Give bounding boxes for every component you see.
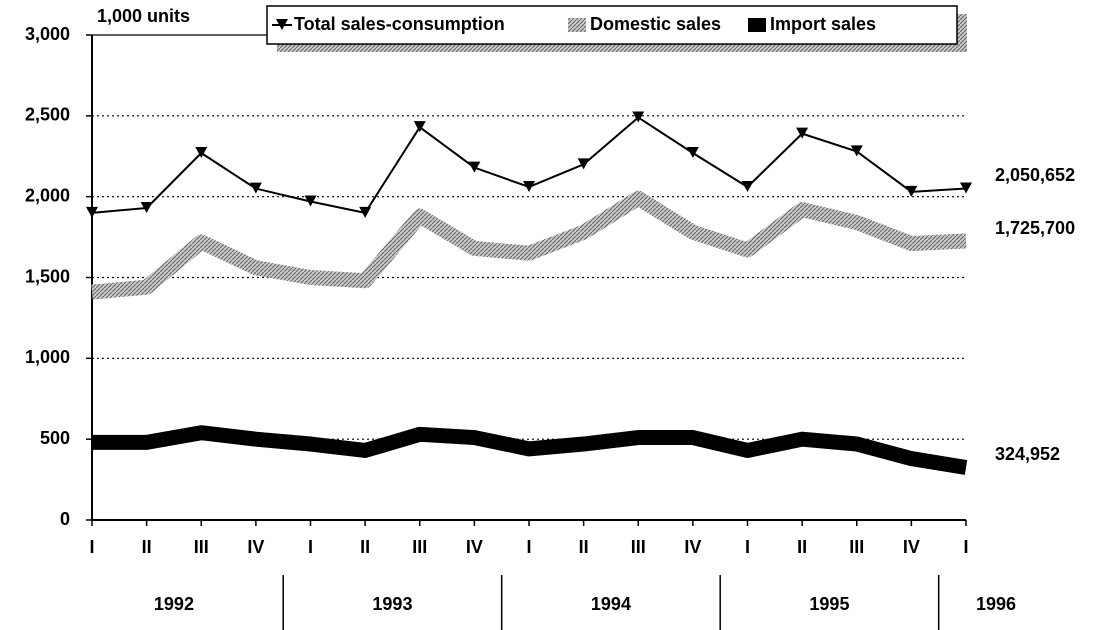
x-tick-label: I [526, 537, 531, 557]
marker [686, 147, 699, 159]
x-tick-label: I [963, 537, 968, 557]
year-label: 1993 [372, 594, 412, 614]
x-tick-label: III [849, 537, 864, 557]
legend-swatch [748, 18, 766, 32]
marker [796, 127, 809, 139]
x-tick-label: II [142, 537, 152, 557]
x-tick-label: III [194, 537, 209, 557]
y-tick-label: 500 [40, 428, 70, 448]
x-tick-label: IV [903, 537, 920, 557]
end-label: 324,952 [995, 444, 1060, 464]
x-tick-label: II [797, 537, 807, 557]
legend-label: Domestic sales [590, 14, 721, 34]
marker [413, 121, 426, 133]
marker [86, 206, 98, 218]
x-tick-label: III [412, 537, 427, 557]
series-line [92, 425, 968, 475]
y-tick-label: 1,500 [25, 266, 70, 286]
marker [304, 195, 317, 207]
marker [577, 158, 590, 170]
x-tick-label: IV [466, 537, 483, 557]
legend-swatch [568, 18, 586, 32]
marker [140, 201, 153, 213]
marker [249, 182, 262, 194]
y-tick-label: 2,500 [25, 105, 70, 125]
marker [195, 147, 208, 159]
x-tick-label: I [308, 537, 313, 557]
year-label: 1995 [809, 594, 849, 614]
end-label: 2,050,652 [995, 165, 1075, 185]
y-tick-label: 1,000 [25, 347, 70, 367]
legend-label: Import sales [770, 14, 876, 34]
x-tick-label: I [745, 537, 750, 557]
series-line [91, 116, 967, 214]
x-tick-label: I [89, 537, 94, 557]
x-tick-label: II [579, 537, 589, 557]
y-tick-label: 2,000 [25, 185, 70, 205]
marker [905, 185, 918, 197]
marker [359, 206, 372, 218]
y-tick-label: 3,000 [25, 24, 70, 44]
year-label: 1994 [591, 594, 631, 614]
y-tick-label: 0 [60, 509, 70, 529]
year-label: 1992 [154, 594, 194, 614]
y-axis-label: 1,000 units [97, 6, 190, 26]
legend-box [266, 5, 958, 45]
marker [468, 161, 481, 173]
series-line [91, 190, 967, 300]
marker [523, 180, 535, 192]
marker [741, 180, 754, 192]
year-label: 1996 [976, 594, 1016, 614]
legend-marker [276, 19, 288, 30]
marker [632, 111, 645, 123]
x-tick-label: IV [247, 537, 264, 557]
legend-label: Total sales-consumption [294, 14, 505, 34]
x-tick-label: III [631, 537, 646, 557]
marker [960, 182, 972, 194]
end-label: 1,725,700 [995, 218, 1075, 238]
x-tick-label: IV [684, 537, 701, 557]
x-tick-label: II [360, 537, 370, 557]
marker [850, 145, 863, 157]
